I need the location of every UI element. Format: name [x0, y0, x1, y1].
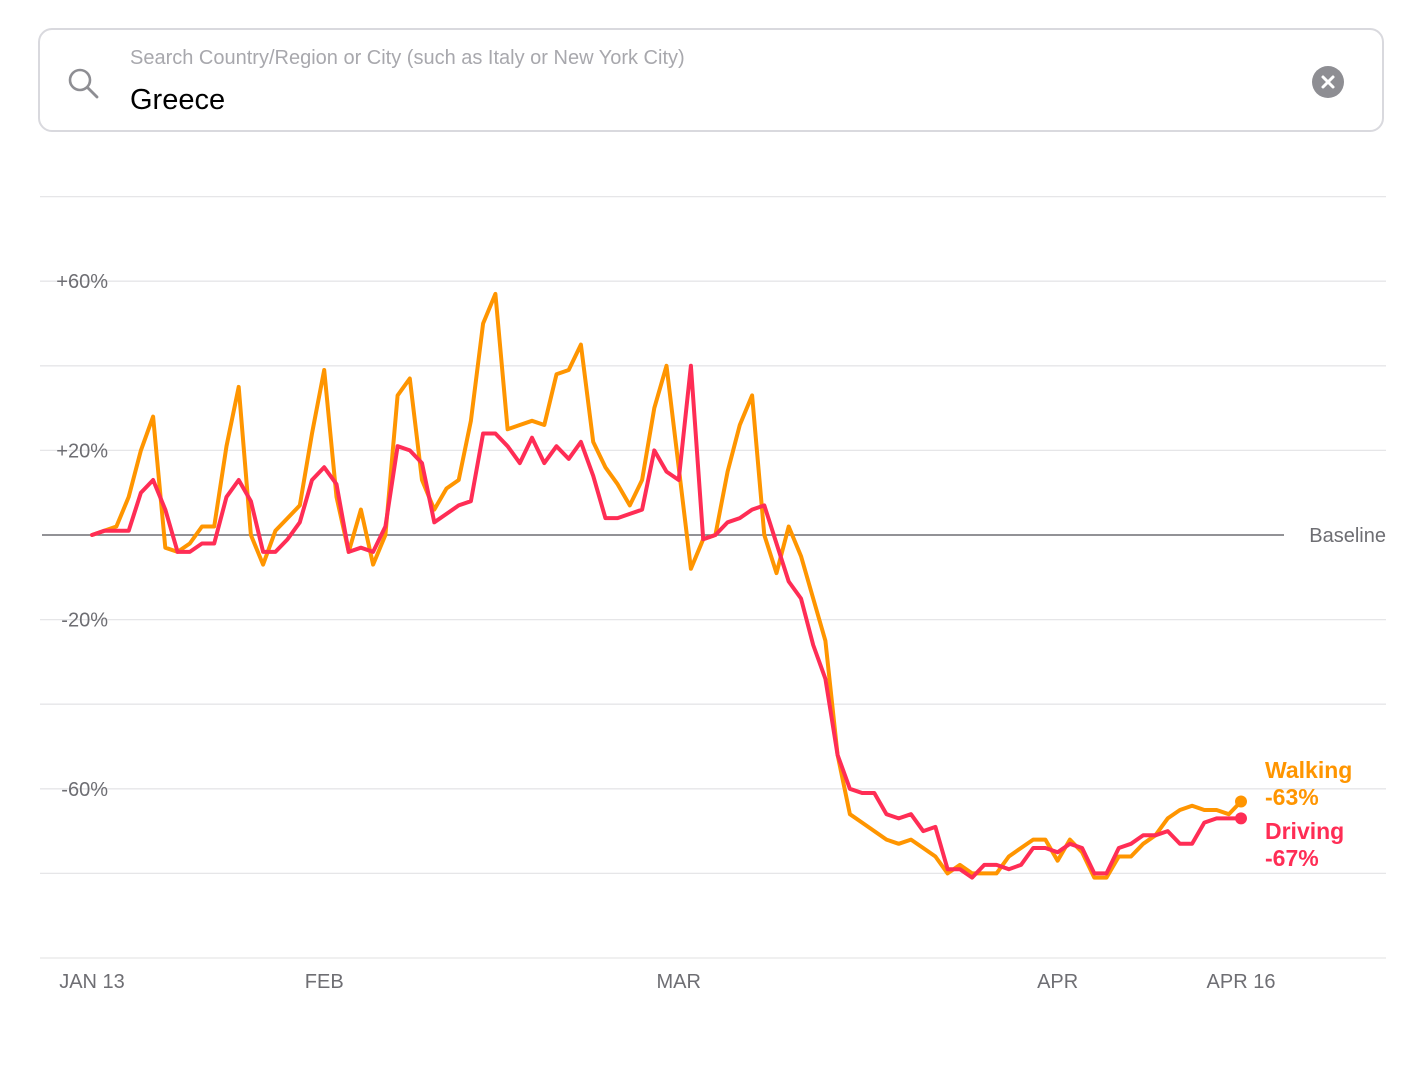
series-end-point-driving [1235, 812, 1247, 825]
x-tick-label: MAR [656, 971, 700, 993]
series-value-walking: -63% [1265, 784, 1319, 810]
clear-circle-icon [1321, 75, 1335, 89]
search-box[interactable]: Search Country/Region or City (such as I… [38, 28, 1384, 132]
series-line-driving [90, 363, 1243, 880]
y-tick-label: -20% [61, 610, 108, 632]
clear-search-button[interactable] [1312, 66, 1344, 98]
search-placeholder: Search Country/Region or City (such as I… [130, 47, 685, 69]
baseline-label: Baseline [1309, 525, 1386, 547]
search-icon [68, 68, 99, 99]
series-value-driving: -67% [1265, 845, 1319, 871]
x-tick-label: APR [1037, 971, 1078, 993]
y-tick-label: +60% [56, 271, 108, 293]
y-tick-label: +20% [56, 440, 108, 462]
search-input[interactable]: Greece [130, 84, 226, 116]
series-line-walking [90, 291, 1243, 880]
x-tick-label: APR 16 [1207, 971, 1276, 993]
series-end-point-walking [1235, 795, 1247, 808]
series-name-driving: Driving [1265, 818, 1344, 844]
y-tick-label: -60% [61, 779, 108, 801]
x-tick-label: FEB [305, 971, 344, 993]
series-name-walking: Walking [1265, 757, 1352, 783]
x-tick-label: JAN 13 [59, 971, 125, 993]
